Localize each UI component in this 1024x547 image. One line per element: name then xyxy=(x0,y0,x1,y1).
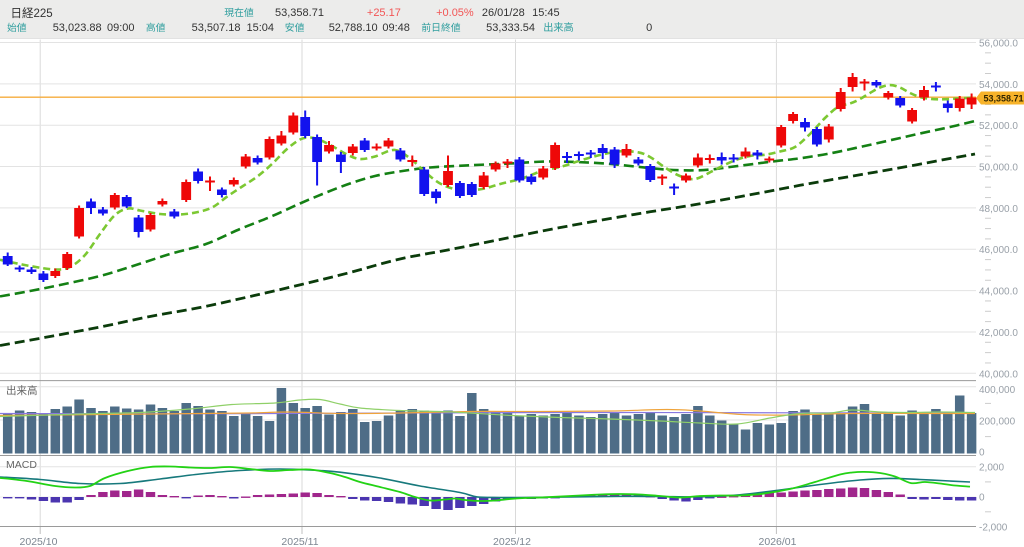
svg-text:MACD: MACD xyxy=(6,459,37,471)
svg-text:出来高: 出来高 xyxy=(543,21,574,34)
svg-text:46,000.0: 46,000.0 xyxy=(979,245,1018,256)
svg-text:15:04: 15:04 xyxy=(247,22,275,34)
svg-text:400,000: 400,000 xyxy=(979,385,1016,396)
svg-text:200,000: 200,000 xyxy=(979,417,1016,428)
svg-text:始値: 始値 xyxy=(7,21,27,34)
svg-text:2026/01: 2026/01 xyxy=(759,536,797,547)
svg-text:2025/10: 2025/10 xyxy=(20,536,58,547)
svg-text:48,000.0: 48,000.0 xyxy=(979,204,1018,215)
svg-text:0: 0 xyxy=(646,22,652,34)
svg-text:日経225: 日経225 xyxy=(11,7,53,20)
svg-text:+0.05%: +0.05% xyxy=(436,7,474,19)
svg-text:52,788.10: 52,788.10 xyxy=(329,22,378,34)
svg-text:安値: 安値 xyxy=(285,21,305,34)
svg-text:0: 0 xyxy=(979,493,985,504)
svg-text:54,000.0: 54,000.0 xyxy=(979,80,1018,91)
svg-text:42,000.0: 42,000.0 xyxy=(979,328,1018,339)
svg-text:出来高: 出来高 xyxy=(6,384,38,397)
svg-text:現在値: 現在値 xyxy=(224,6,254,19)
svg-text:56,000.0: 56,000.0 xyxy=(979,39,1018,50)
svg-text:0: 0 xyxy=(979,448,985,459)
svg-text:前日終値: 前日終値 xyxy=(421,21,460,34)
svg-text:2025/11: 2025/11 xyxy=(281,536,318,547)
svg-text:40,000.0: 40,000.0 xyxy=(979,369,1018,380)
svg-text:15:45: 15:45 xyxy=(532,7,560,19)
svg-text:53,358.71: 53,358.71 xyxy=(984,94,1024,104)
svg-text:53,358.71: 53,358.71 xyxy=(275,7,324,19)
svg-text:44,000.0: 44,000.0 xyxy=(979,287,1018,298)
svg-text:2,000: 2,000 xyxy=(979,463,1004,474)
svg-text:26/01/28: 26/01/28 xyxy=(482,7,525,19)
svg-text:2025/12: 2025/12 xyxy=(493,536,531,547)
svg-text:53,507.18: 53,507.18 xyxy=(192,22,241,34)
svg-text:52,000.0: 52,000.0 xyxy=(979,121,1018,132)
svg-text:50,000.0: 50,000.0 xyxy=(979,163,1018,174)
svg-text:-2,000: -2,000 xyxy=(979,523,1008,534)
svg-text:09:48: 09:48 xyxy=(382,22,410,34)
svg-text:09:00: 09:00 xyxy=(107,22,135,34)
svg-text:高値: 高値 xyxy=(146,21,166,34)
svg-text:53,023.88: 53,023.88 xyxy=(53,22,102,34)
svg-text:53,333.54: 53,333.54 xyxy=(486,22,535,34)
svg-text:+25.17: +25.17 xyxy=(367,7,401,19)
